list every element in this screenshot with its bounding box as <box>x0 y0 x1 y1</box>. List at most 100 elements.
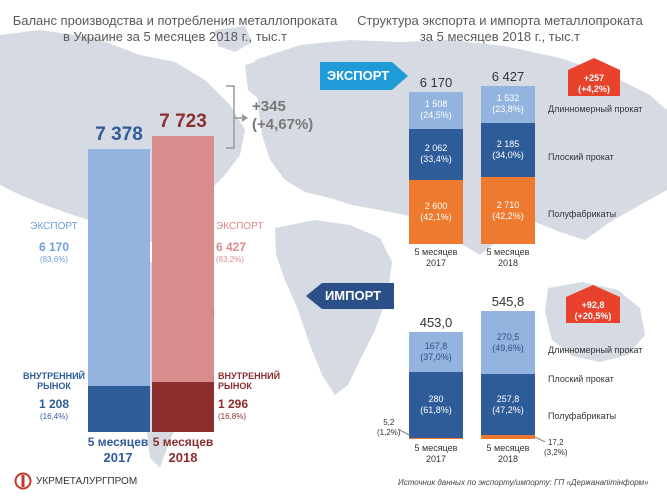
export-2018-flat <box>481 123 535 178</box>
import-2017-semis <box>409 437 463 439</box>
export-2017-semis-value: 2 600 <box>424 200 448 211</box>
company-logo-icon <box>14 472 32 490</box>
right-title-line1: Структура экспорта и импорта металлопрок… <box>357 13 643 28</box>
export-2018-semis-label: 2 710 (42,2%) <box>481 200 535 222</box>
import-2017-long-value: 167,8 <box>424 341 448 352</box>
export-2018-semis <box>481 177 535 244</box>
domestic-tag-2018-line1: ВНУТРЕННИЙ <box>218 371 281 381</box>
import-2017-long-label: 167,8 (37,0%) <box>409 341 463 363</box>
export-tag-2017: ЭКСПОРТ <box>30 221 78 232</box>
export-badge-arrow-icon <box>568 58 620 70</box>
import-total-2018: 545,8 <box>491 293 525 309</box>
import-2017-flat-label: 280 (61,8%) <box>409 394 463 416</box>
period-label-2018: 5 месяцев 2018 <box>151 435 215 465</box>
import-2018-flat-pct: (47,2%) <box>492 404 524 415</box>
right-title-line2: за 5 месяцев 2018 г., тыс.т <box>419 29 581 44</box>
export-tag-2018: ЭКСПОРТ <box>216 221 264 232</box>
domestic-tag-2018-line2: РЫНОК <box>218 381 252 391</box>
bar-2017-domestic <box>88 385 150 432</box>
export-2018-flat-label: 2 185 (34,0%) <box>481 139 535 161</box>
export-total-2018: 6 427 <box>491 68 525 84</box>
export-2017-long-label: 1 508 (24,5%) <box>409 99 463 121</box>
import-2017-flat-value: 280 <box>428 393 444 404</box>
import-2017-long <box>409 332 463 372</box>
left-title-line2: в Украине за 5 месяцев 2018 г., тыс.т <box>63 29 287 44</box>
period-2017-line1: 5 месяцев <box>87 435 149 449</box>
change-bracket <box>226 85 248 149</box>
export-2018-semis-value: 2 710 <box>496 199 520 210</box>
export-change-badge: +257 (+4,2%) <box>568 70 620 96</box>
import-period-2018-line1: 5 месяцев <box>486 443 530 453</box>
import-2018-semis-pct: (3,2%) <box>544 448 568 457</box>
export-2018-long-value: 1 532 <box>496 93 520 104</box>
export-period-2017-line1: 5 месяцев <box>414 247 458 257</box>
export-2017-semis <box>409 179 463 244</box>
change-pct: (+4,67%) <box>252 116 314 133</box>
left-change-label: +345 (+4,67%) <box>252 98 313 134</box>
export-period-2017-line2: 2017 <box>425 258 447 268</box>
import-2018-long <box>481 310 535 375</box>
export-arrow <box>320 62 408 90</box>
export-2017-long <box>409 91 463 130</box>
export-label-2017: ЭКСПОРТ 6 170 (83,6%) <box>22 221 86 264</box>
import-period-2017-line1: 5 месяцев <box>414 443 458 453</box>
export-tag: ЭКСПОРТ <box>326 68 390 83</box>
import-period-2017: 5 месяцев 2017 <box>409 443 463 465</box>
import-period-2017-line2: 2017 <box>425 454 447 464</box>
import-2018-long-pct: (49,6%) <box>492 342 524 353</box>
import-2017-flat-pct: (61,8%) <box>420 404 452 415</box>
company-logo-text: УКРМЕТАЛУРГПРОМ <box>36 476 138 487</box>
right-chart-title: Структура экспорта и импорта металлопрок… <box>350 13 650 45</box>
import-2018-long-label: 270,5 (49,6%) <box>481 332 535 354</box>
export-period-2018-line1: 5 месяцев <box>486 247 530 257</box>
import-badge-arrow-icon <box>566 285 620 297</box>
left-chart-title: Баланс производства и потребления металл… <box>10 13 340 45</box>
change-value: +345 <box>252 98 286 115</box>
export-2017-flat-pct: (33,4%) <box>420 154 452 165</box>
export-2018-flat-value: 2 185 <box>496 139 520 150</box>
import-2017-semis-pct: (1,2%) <box>377 428 401 437</box>
export-2018-flat-pct: (34,0%) <box>492 150 524 161</box>
export-period-2017: 5 месяцев 2017 <box>409 247 463 269</box>
export-2017-long-value: 1 508 <box>424 99 448 110</box>
import-category-semis: Полуфабрикаты <box>548 411 617 421</box>
import-2017-semis-leader <box>398 428 412 437</box>
export-2018-semis-pct: (42,2%) <box>492 210 524 221</box>
import-2017-long-pct: (37,0%) <box>420 352 452 363</box>
export-pct-2017: (83,6%) <box>39 255 68 264</box>
export-total-2017: 6 170 <box>419 74 453 90</box>
export-2018-long <box>481 85 535 124</box>
export-2017-flat <box>409 129 463 180</box>
export-badge-pct: (+4,2%) <box>578 84 610 94</box>
export-badge-value: +257 <box>583 73 605 83</box>
import-badge-pct: (+20,5%) <box>574 311 612 321</box>
import-2018-flat-value: 257,8 <box>496 393 520 404</box>
bar-2018-export <box>152 135 214 383</box>
import-2018-flat-label: 257,8 (47,2%) <box>481 394 535 416</box>
left-title-line1: Баланс производства и потребления металл… <box>12 13 338 28</box>
domestic-label-2018: ВНУТРЕННИЙ РЫНОК 1 296 (16,8%) <box>218 371 282 421</box>
domestic-tag-2017-line1: ВНУТРЕННИЙ <box>22 371 86 381</box>
export-period-2018: 5 месяцев 2018 <box>481 247 535 269</box>
period-2018-line1: 5 месяцев <box>152 435 214 449</box>
import-2017-semis-label: 5,2 (1,2%) <box>377 418 401 438</box>
import-period-2018: 5 месяцев 2018 <box>481 443 535 465</box>
export-2018-long-pct: (23,8%) <box>492 104 524 115</box>
export-category-flat: Плоский прокат <box>548 152 614 162</box>
import-2018-semis-leader <box>534 436 546 443</box>
export-value-2018: 6 427 <box>216 240 247 254</box>
bar-2017-export <box>88 148 150 386</box>
import-2018-semis <box>481 434 535 439</box>
domestic-pct-2017: (16,4%) <box>39 412 68 421</box>
period-2017-line2: 2017 <box>103 450 133 465</box>
export-2017-semis-label: 2 600 (42,1%) <box>409 201 463 223</box>
export-category-semis: Полуфабрикаты <box>548 209 617 219</box>
import-category-flat: Плоский прокат <box>548 374 614 384</box>
import-2018-semis-label: 17,2 (3,2%) <box>544 438 568 458</box>
import-change-badge: +92,8 (+20,5%) <box>566 297 620 323</box>
domestic-value-2018: 1 296 <box>218 397 249 411</box>
export-pct-2018: (83,2%) <box>216 255 245 264</box>
source-note: Источник данных по экспорту/импорту: ГП … <box>398 478 649 487</box>
total-2017: 7 378 <box>95 123 143 145</box>
